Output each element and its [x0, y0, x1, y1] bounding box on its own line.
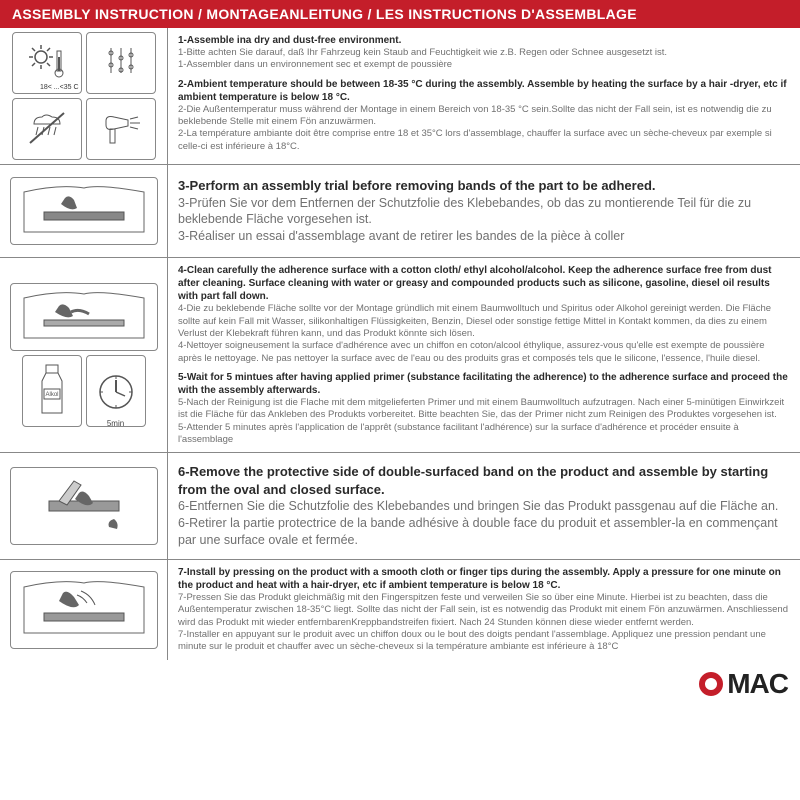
step7-en: 7-Install by pressing on the product wit…	[178, 566, 790, 592]
step6-de: 6-Entfernen Sie die Schutzfolie des Kleb…	[178, 498, 790, 515]
instruction-row-5: 7-Install by pressing on the product wit…	[0, 560, 800, 660]
step5-de: 5-Nach der Reinigung ist die Flache mit …	[178, 397, 790, 422]
no-rain-icon	[12, 98, 82, 160]
step2-de: 2-Die Außentemperatur muss während der M…	[178, 104, 790, 129]
page-header: ASSEMBLY INSTRUCTION / MONTAGEANLEITUNG …	[0, 0, 800, 28]
instruction-row-1: 18< ...<35 C	[0, 28, 800, 165]
alcohol-bottle-icon: Alkol	[22, 355, 82, 427]
step5-en: 5-Wait for 5 mintues after having applie…	[178, 371, 790, 397]
brand-name: MAC	[727, 668, 788, 700]
text-column-2: 3-Perform an assembly trial before remov…	[168, 165, 800, 257]
step4-de: 4-Die zu beklebende Fläche sollte vor de…	[178, 303, 790, 340]
trial-fit-icon	[10, 177, 158, 245]
step7-de: 7-Pressen Sie das Produkt gleichmäßig mi…	[178, 592, 790, 629]
step4-en: 4-Clean carefully the adherence surface …	[178, 264, 790, 303]
step3-en: 3-Perform an assembly trial before remov…	[178, 177, 790, 195]
step3-de: 3-Prüfen Sie vor dem Entfernen der Schut…	[178, 195, 790, 229]
instructions-container: 18< ...<35 C	[0, 28, 800, 660]
text-column-5: 7-Install by pressing on the product wit…	[168, 560, 800, 660]
step6-fr: 6-Retirer la partie protectrice de la ba…	[178, 515, 790, 549]
icon-column-5	[0, 560, 168, 660]
cleaning-icon	[10, 283, 158, 351]
text-column-3: 4-Clean carefully the adherence surface …	[168, 258, 800, 452]
icon-column-2	[0, 165, 168, 257]
temperature-label: 18< ...<35 C	[40, 84, 79, 91]
brand-logo: MAC	[699, 668, 788, 700]
header-title: ASSEMBLY INSTRUCTION / MONTAGEANLEITUNG …	[12, 6, 637, 22]
hairdryer-icon	[86, 98, 156, 160]
instruction-row-2: 3-Perform an assembly trial before remov…	[0, 165, 800, 258]
timer-icon: 5min	[86, 355, 146, 427]
step5-fr: 5-Attender 5 minutes après l'application…	[178, 422, 790, 447]
icon-column-3: Alkol 5min	[0, 258, 168, 452]
press-install-icon	[10, 571, 158, 649]
step2-fr: 2-La température ambiante doit être comp…	[178, 128, 790, 153]
text-column-1: 1-Assemble ina dry and dust-free environ…	[168, 28, 800, 164]
page-footer: MAC	[0, 660, 800, 700]
step1-en: 1-Assemble ina dry and dust-free environ…	[178, 34, 790, 47]
text-column-4: 6-Remove the protective side of double-s…	[168, 453, 800, 559]
bottle-label: Alkol	[45, 392, 58, 398]
icon-column-1: 18< ...<35 C	[0, 28, 168, 164]
step7-fr: 7-Installer en appuyant sur le produit a…	[178, 629, 790, 654]
step2-en: 2-Ambient temperature should be between …	[178, 78, 790, 104]
step1-de: 1-Bitte achten Sie darauf, daß Ihr Fahrz…	[178, 47, 790, 59]
step4-fr: 4-Nettoyer soigneusement la surface d'ad…	[178, 340, 790, 365]
sun-icon: 18< ...<35 C	[12, 32, 82, 94]
snow-icon	[86, 32, 156, 94]
instruction-row-3: Alkol 5min	[0, 258, 800, 453]
peel-tape-icon	[10, 467, 158, 545]
icon-column-4	[0, 453, 168, 559]
brand-o-icon	[699, 672, 723, 696]
step1-fr: 1-Assembler dans un environnement sec et…	[178, 59, 790, 71]
step3-fr: 3-Réaliser un essai d'assemblage avant d…	[178, 228, 790, 245]
timer-label: 5min	[107, 419, 124, 428]
instruction-row-4: 6-Remove the protective side of double-s…	[0, 453, 800, 560]
step6-en: 6-Remove the protective side of double-s…	[178, 463, 790, 498]
